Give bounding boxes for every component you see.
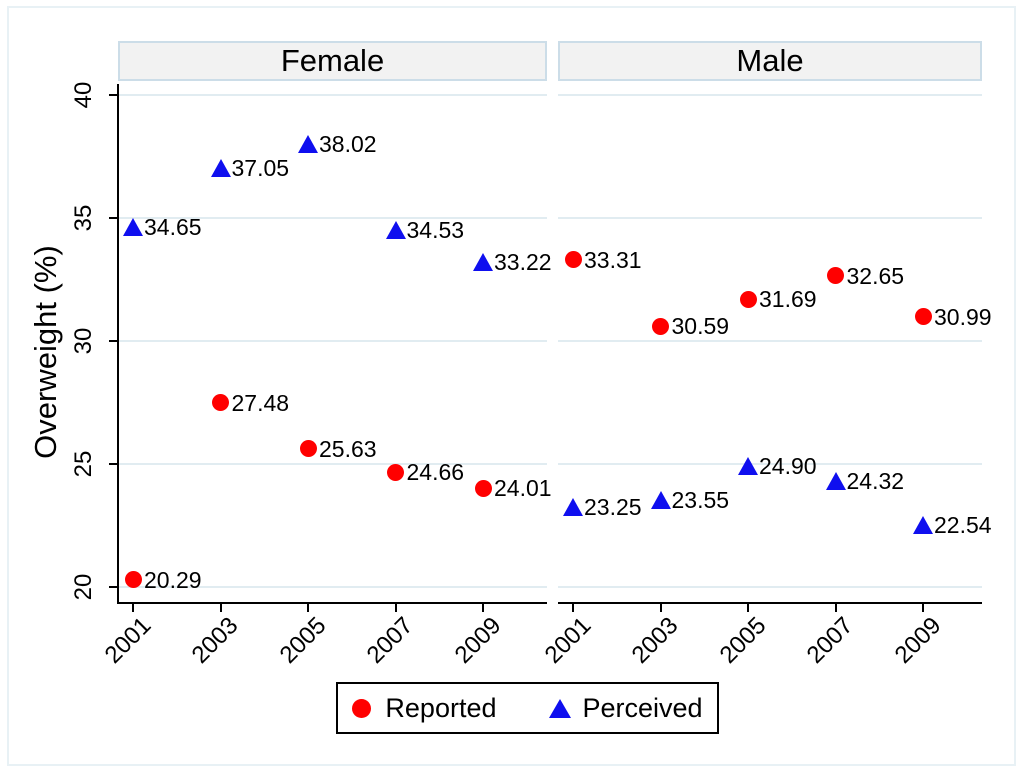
marker-perceived [563,498,583,517]
x-tick [394,604,397,612]
marker-reported [212,394,229,412]
legend-entry-perceived: Perceived [548,692,703,724]
marker-perceived [298,134,318,153]
x-axis-line [558,602,982,604]
value-label: 34.53 [406,216,465,243]
panel-header-male: Male [558,41,982,81]
gridline-35 [118,217,547,219]
marker-reported [299,440,317,457]
marker-perceived [210,158,231,177]
value-label: 24.66 [406,459,465,486]
x-tick [659,604,662,612]
gridline-25 [118,463,547,465]
legend-label-reported: Reported [385,692,497,723]
x-tick [219,604,222,612]
marker-perceived [913,515,933,534]
y-tick-label: 30 [70,327,97,355]
marker-perceived [123,217,143,236]
marker-perceived [385,220,406,239]
y-tick-label: 20 [70,573,97,601]
figure-border [7,6,1016,766]
x-tick [307,604,309,612]
x-tick [834,604,837,612]
x-tick [922,604,924,612]
legend-marker-reported [352,698,372,718]
gridline-35 [558,217,982,219]
legend-label-perceived: Perceived [582,692,703,723]
y-tick-label: 40 [70,81,97,109]
marker-perceived [825,471,846,490]
value-label: 24.90 [759,453,817,480]
legend-entry-reported: Reported [352,692,497,724]
value-label: 37.05 [231,154,290,181]
gridline-20 [118,586,547,588]
gridline-20 [558,586,982,588]
marker-reported [124,571,142,589]
gridline-40 [558,94,982,96]
value-label: 24.01 [494,475,552,502]
value-label: 23.25 [584,494,642,521]
y-tick [109,217,117,219]
gridline-30 [118,340,547,342]
y-tick [109,586,117,588]
gridline-30 [558,340,982,342]
legend: Reported Perceived [336,682,719,734]
value-label: 30.59 [671,313,730,340]
y-tick [109,340,117,342]
value-label: 31.69 [759,286,817,313]
value-label: 33.22 [494,248,552,275]
value-label: 30.99 [934,303,992,330]
panel-header-female: Female [118,41,547,81]
x-tick [132,604,134,612]
x-tick [572,604,574,612]
marker-reported [827,267,844,285]
marker-reported [739,290,757,308]
y-axis-title: Overweight (%) [28,245,63,459]
legend-marker-perceived [548,698,571,718]
y-tick-label: 25 [70,450,97,478]
value-label: 32.65 [846,262,905,289]
gridline-40 [118,94,547,96]
gridline-25 [558,463,982,465]
value-label: 38.02 [319,130,377,157]
marker-perceived [738,457,758,476]
x-tick [482,604,484,612]
value-label: 27.48 [231,389,290,416]
marker-reported [474,479,492,497]
value-label: 34.65 [144,213,202,240]
marker-reported [564,251,582,269]
value-label: 23.55 [671,486,730,513]
value-label: 25.63 [319,435,377,462]
marker-reported [387,463,404,481]
y-tick [109,463,117,465]
marker-reported [652,317,669,335]
y-tick-label: 35 [70,204,97,232]
marker-perceived [650,490,671,509]
marker-perceived [473,252,493,271]
y-tick [109,94,117,96]
marker-reported [914,308,932,326]
value-label: 33.31 [584,246,642,273]
x-axis-line [118,602,547,604]
value-label: 22.54 [934,511,992,538]
y-axis-line [117,84,119,604]
value-label: 20.29 [144,566,202,593]
x-tick [747,604,749,612]
value-label: 24.32 [846,467,905,494]
